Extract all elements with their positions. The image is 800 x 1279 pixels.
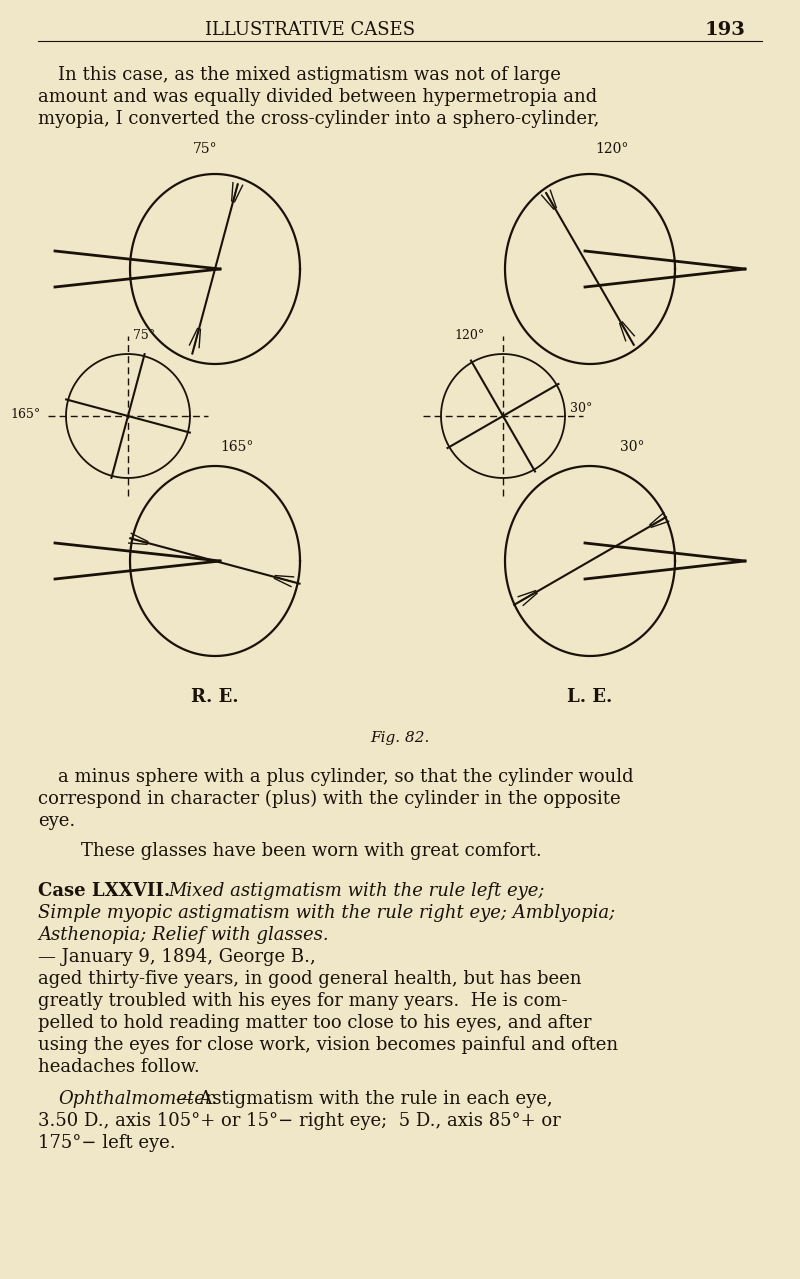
Text: 30°: 30°	[620, 440, 645, 454]
Text: 120°: 120°	[454, 329, 485, 341]
Text: 165°: 165°	[10, 408, 41, 421]
Text: 75°: 75°	[193, 142, 218, 156]
Text: Fig. 82.: Fig. 82.	[370, 732, 430, 744]
Text: Case LXXVII.: Case LXXVII.	[38, 883, 170, 900]
Text: — Astigmatism with the rule in each eye,: — Astigmatism with the rule in each eye,	[170, 1090, 553, 1108]
Text: 120°: 120°	[595, 142, 628, 156]
Text: myopia, I converted the cross-cylinder into a sphero-cylinder,: myopia, I converted the cross-cylinder i…	[38, 110, 599, 128]
Text: Ophthalmometer.: Ophthalmometer.	[58, 1090, 218, 1108]
Text: Asthenopia; Relief with glasses.: Asthenopia; Relief with glasses.	[38, 926, 329, 944]
Text: pelled to hold reading matter too close to his eyes, and after: pelled to hold reading matter too close …	[38, 1014, 591, 1032]
Text: aged thirty-five years, in good general health, but has been: aged thirty-five years, in good general …	[38, 969, 582, 987]
Text: headaches follow.: headaches follow.	[38, 1058, 200, 1076]
Text: using the eyes for close work, vision becomes painful and often: using the eyes for close work, vision be…	[38, 1036, 618, 1054]
Text: greatly troubled with his eyes for many years.  He is com-: greatly troubled with his eyes for many …	[38, 993, 567, 1010]
Text: ILLUSTRATIVE CASES: ILLUSTRATIVE CASES	[205, 20, 415, 38]
Text: 175°− left eye.: 175°− left eye.	[38, 1134, 176, 1152]
Text: R. E.: R. E.	[191, 688, 239, 706]
Text: correspond in character (plus) with the cylinder in the opposite: correspond in character (plus) with the …	[38, 790, 621, 808]
Text: 30°: 30°	[570, 402, 592, 414]
Text: L. E.: L. E.	[567, 688, 613, 706]
Text: eye.: eye.	[38, 812, 75, 830]
Text: 75°: 75°	[133, 329, 155, 341]
Text: 3.50 D., axis 105°+ or 15°− right eye;  5 D., axis 85°+ or: 3.50 D., axis 105°+ or 15°− right eye; 5…	[38, 1111, 561, 1131]
Text: These glasses have been worn with great comfort.: These glasses have been worn with great …	[58, 842, 542, 859]
Text: a minus sphere with a plus cylinder, so that the cylinder would: a minus sphere with a plus cylinder, so …	[58, 767, 634, 787]
Text: Simple myopic astigmatism with the rule right eye; Amblyopia;: Simple myopic astigmatism with the rule …	[38, 904, 615, 922]
Text: 165°: 165°	[220, 440, 254, 454]
Text: Mixed astigmatism with the rule left eye;: Mixed astigmatism with the rule left eye…	[168, 883, 545, 900]
Text: amount and was equally divided between hypermetropia and: amount and was equally divided between h…	[38, 88, 598, 106]
Text: — January 9, 1894, George B.,: — January 9, 1894, George B.,	[38, 948, 316, 966]
Text: In this case, as the mixed astigmatism was not of large: In this case, as the mixed astigmatism w…	[58, 67, 561, 84]
Text: 193: 193	[704, 20, 745, 38]
